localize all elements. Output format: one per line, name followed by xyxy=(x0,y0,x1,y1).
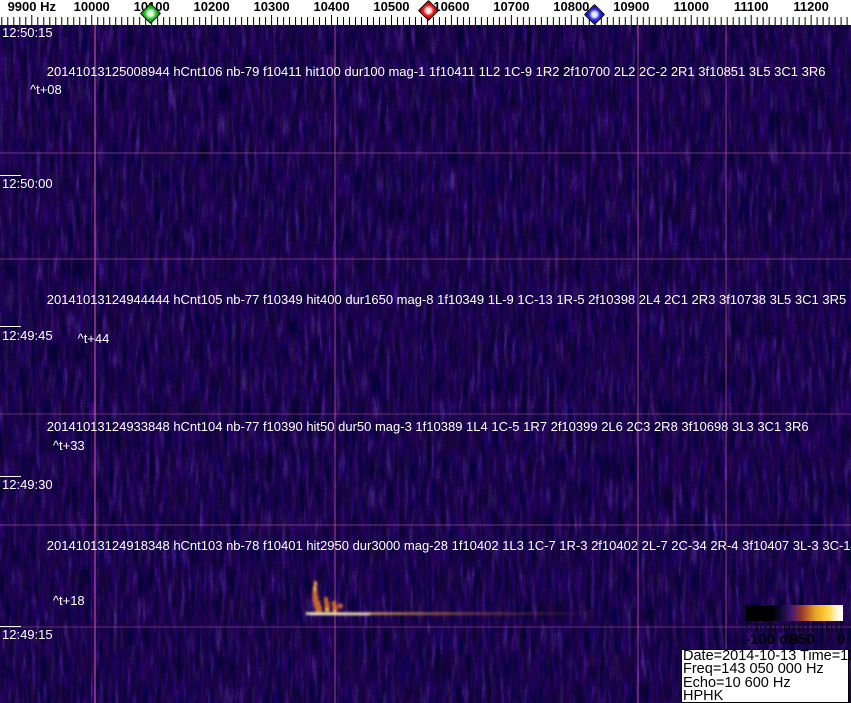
svg-text:10600: 10600 xyxy=(433,0,469,14)
svg-text:11200: 11200 xyxy=(793,0,828,14)
svg-text:10700: 10700 xyxy=(493,0,529,14)
svg-text:11000: 11000 xyxy=(674,0,709,14)
svg-text:10000: 10000 xyxy=(74,0,110,14)
svg-text:10500: 10500 xyxy=(373,0,409,14)
svg-text:10200: 10200 xyxy=(194,0,230,14)
svg-text:10900: 10900 xyxy=(613,0,649,14)
svg-text:10400: 10400 xyxy=(313,0,349,14)
svg-text:10300: 10300 xyxy=(254,0,290,14)
svg-text:9900 Hz: 9900 Hz xyxy=(8,0,57,14)
svg-text:11100: 11100 xyxy=(734,0,769,14)
svg-text:10800: 10800 xyxy=(553,0,589,14)
